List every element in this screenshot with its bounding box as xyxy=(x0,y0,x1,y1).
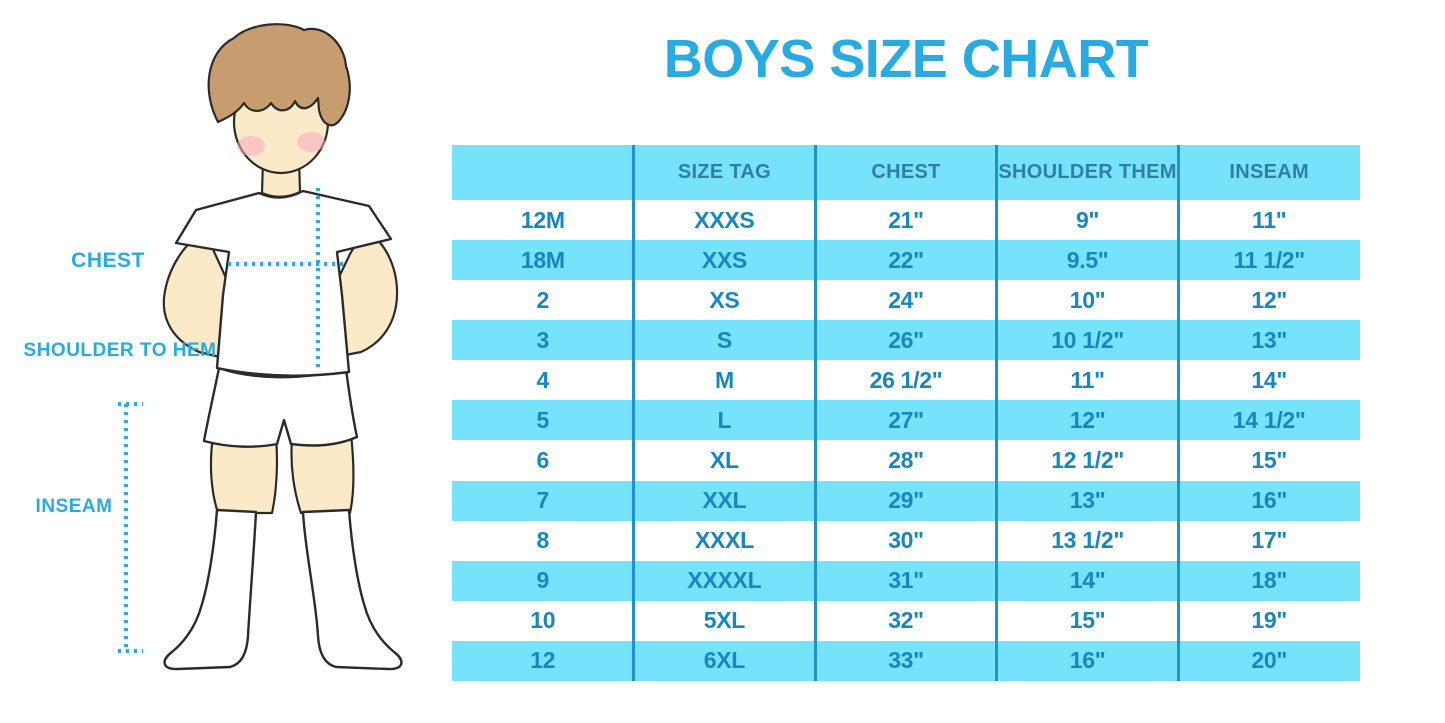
table-cell: 4 xyxy=(536,366,550,393)
column-header: INSEAM xyxy=(1229,161,1309,183)
column-header: CHEST xyxy=(871,161,941,183)
table-cell: 10 xyxy=(530,607,556,634)
table-cell: L xyxy=(717,406,732,433)
table-row: 6 XL 28" 12 1/2" 15" xyxy=(452,440,1360,481)
left-arm xyxy=(162,230,238,362)
right-sock xyxy=(301,508,403,671)
table-cell: XL xyxy=(709,447,739,473)
table-cell: 12 1/2" xyxy=(1051,447,1124,473)
table-cell: XXXS xyxy=(694,206,755,233)
table-cell: 10 1/2" xyxy=(1051,326,1124,353)
right-cheek-blush xyxy=(297,132,325,152)
table-cell: 26 1/2" xyxy=(869,366,943,393)
table-cell: 9" xyxy=(1076,206,1100,233)
table-cell: 14" xyxy=(1069,567,1106,594)
hair xyxy=(207,23,351,127)
table-cell: XS xyxy=(709,286,740,313)
chest-label: CHEST xyxy=(71,249,145,272)
table-row: 5 L 27" 12" 14 1/2" xyxy=(452,400,1360,441)
shoulder-to-hem-label: SHOULDER TO HEM xyxy=(23,340,217,361)
table-cell: 27" xyxy=(888,406,924,433)
table-cell: 10" xyxy=(1069,286,1106,313)
table-cell: 14" xyxy=(1251,366,1287,393)
table-cell: 12M xyxy=(520,206,565,233)
boy-measurement-illustration: CHEST SHOULDER TO HEM INSEAM xyxy=(0,0,450,723)
page-title: BOYS SIZE CHART xyxy=(663,29,1149,89)
table-cell: 5XL xyxy=(703,607,746,634)
column-header: SIZE TAG xyxy=(677,161,771,183)
table-cell: 24" xyxy=(888,286,924,313)
table-row: 4 M 26 1/2" 11" 14" xyxy=(452,360,1360,401)
table-row: 2 XS 24" 10" 12" xyxy=(452,280,1360,321)
table-cell: 9 xyxy=(536,567,550,594)
table-cell: 3 xyxy=(536,326,550,353)
table-row: 12 6XL 33" 16" 20" xyxy=(452,640,1360,681)
table-cell: 18M xyxy=(520,246,565,273)
table-cell: 12" xyxy=(1069,406,1106,433)
table-cell: 14 1/2" xyxy=(1232,406,1306,433)
table-cell: XXL xyxy=(702,487,747,514)
table-row: 12M XXXS 21" 9" 11" xyxy=(452,200,1360,241)
table-cell: 11" xyxy=(1252,206,1287,233)
table-cell: 7 xyxy=(536,487,550,514)
column-divider xyxy=(632,145,636,681)
table-cell: 9.5" xyxy=(1066,246,1109,273)
table-row: 10 5XL 32" 15" 19" xyxy=(452,600,1360,641)
table-header-row: SIZE TAG CHEST SHOULDER THEM INSEAM xyxy=(452,145,1360,200)
table-cell: 12" xyxy=(1251,286,1287,313)
column-divider xyxy=(995,145,999,681)
table-body: 12M XXXS 21" 9" 11" 18M XXS 22" 9.5" 11 1/2" 2 XS 24… xyxy=(452,200,1360,681)
table-cell: 11" xyxy=(1070,366,1105,393)
column-header: SHOULDER THEM xyxy=(998,161,1177,183)
table-cell: 13" xyxy=(1069,487,1106,514)
tshirt xyxy=(174,189,393,377)
size-chart-table: SIZE TAG CHEST SHOULDER THEM INSEAM 12M XXXS… xyxy=(452,145,1360,681)
table-cell: 13" xyxy=(1251,326,1287,353)
table-cell: S xyxy=(716,326,732,353)
table-cell: 30" xyxy=(888,527,924,554)
column-divider xyxy=(1176,145,1180,681)
left-cheek-blush xyxy=(237,136,265,156)
column-header xyxy=(452,145,634,200)
table-cell: 15" xyxy=(1069,607,1106,634)
table-row: 8 XXXL 30" 13 1/2" 17" xyxy=(452,520,1360,561)
table-cell: 16" xyxy=(1251,487,1287,514)
table-cell: 6XL xyxy=(703,647,746,674)
table-cell: 29" xyxy=(888,487,924,514)
table-cell: 2 xyxy=(536,286,550,313)
table-cell: 5 xyxy=(536,406,550,433)
table-cell: XXXXL xyxy=(687,567,762,594)
table-cell: 6 xyxy=(536,447,550,473)
table-cell: XXXL xyxy=(694,527,754,554)
boy-figure xyxy=(118,23,403,671)
table-cell: 17" xyxy=(1251,527,1287,554)
table-cell: 21" xyxy=(888,206,924,233)
table-cell: 32" xyxy=(888,607,924,634)
left-leg xyxy=(209,434,279,515)
column-divider xyxy=(813,145,817,681)
table-cell: 31" xyxy=(888,567,924,594)
shorts xyxy=(202,366,359,448)
table-cell: M xyxy=(714,366,734,393)
table-row: 9 XXXXL 31" 14" 18" xyxy=(452,560,1360,601)
table-cell: 16" xyxy=(1069,647,1106,674)
table-cell: 19" xyxy=(1251,607,1287,634)
table-cell: 22" xyxy=(888,246,924,273)
table-cell: 33" xyxy=(888,647,924,674)
table-cell: 13 1/2" xyxy=(1051,527,1124,554)
left-sock xyxy=(163,508,258,671)
table-cell: 18" xyxy=(1251,567,1287,594)
table-cell: 15" xyxy=(1251,447,1287,473)
table-row: 7 XXL 29" 13" 16" xyxy=(452,480,1360,521)
table-cell: 28" xyxy=(888,447,924,473)
table-cell: 12 xyxy=(530,647,556,674)
table-cell: 26" xyxy=(888,326,924,353)
table-row: 18M XXS 22" 9.5" 11 1/2" xyxy=(452,240,1360,281)
table-row: 3 S 26" 10 1/2" 13" xyxy=(452,320,1360,361)
table-cell: 11 1/2" xyxy=(1233,246,1305,273)
table-cell: XXS xyxy=(701,246,747,273)
inseam-label: INSEAM xyxy=(35,496,113,517)
table-cell: 8 xyxy=(536,527,550,554)
table-cell: 20" xyxy=(1251,647,1287,674)
